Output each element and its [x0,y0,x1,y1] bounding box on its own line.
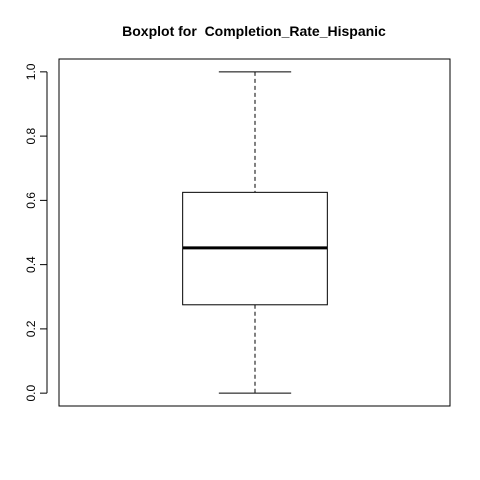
y-tick-label: 0.6 [24,192,38,209]
chart-title: Boxplot for Completion_Rate_Hispanic [122,23,386,39]
y-tick-label: 0.2 [24,320,38,337]
y-tick-label: 1.0 [24,63,38,80]
y-axis: 0.0 0.2 0.4 0.6 0.8 1.0 [24,63,48,401]
y-tick-label: 0.0 [24,384,38,401]
y-tick-label: 0.4 [24,256,38,273]
y-tick-label: 0.8 [24,127,38,144]
box-group [182,71,328,394]
plot-frame [58,58,451,407]
